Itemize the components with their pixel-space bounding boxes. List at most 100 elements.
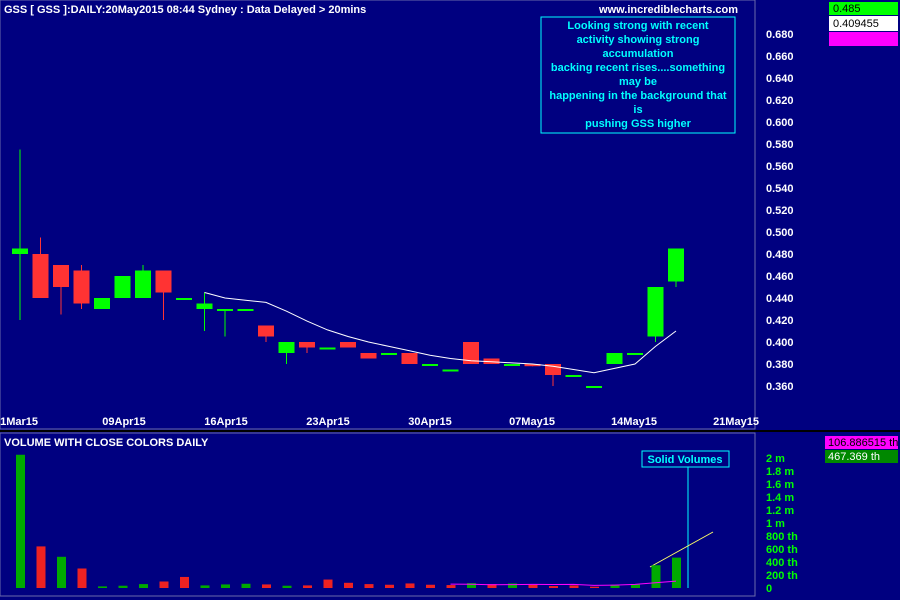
volume-moving-average-line <box>450 580 677 586</box>
price-tick-label: 0.560 <box>766 161 794 173</box>
price-tick-label: 0.380 <box>766 359 794 371</box>
candle <box>483 358 500 364</box>
volume-tick-label: 1.2 m <box>766 505 794 517</box>
price-ma-group <box>204 292 677 374</box>
candle-body <box>668 248 684 282</box>
price-tick-label: 0.400 <box>766 337 794 349</box>
last-price-tag-text: 0.485 <box>833 3 861 15</box>
volume-bar <box>569 585 579 588</box>
volume-bar <box>323 579 333 588</box>
note-line-1: Looking strong with recent <box>567 20 709 32</box>
candle-body <box>135 270 151 298</box>
volume-bar <box>139 584 148 588</box>
candle <box>278 342 295 364</box>
candle-body <box>32 254 49 298</box>
candle <box>94 298 110 309</box>
site-watermark: www.incrediblecharts.com <box>598 4 738 16</box>
volume-tick-label: 400 th <box>766 557 798 569</box>
volume-bar <box>77 568 87 588</box>
candle <box>319 347 336 350</box>
price-moving-average-line <box>204 292 677 374</box>
candle <box>53 265 69 315</box>
candle-body <box>647 287 664 337</box>
candle <box>381 353 397 355</box>
candle-body <box>258 325 274 337</box>
price-tick-label: 0.640 <box>766 73 794 85</box>
volume-bar <box>180 576 189 588</box>
volume-bar <box>364 584 374 588</box>
volume-bar <box>590 586 599 588</box>
volume-bar <box>508 583 517 588</box>
volume-bar <box>528 584 538 588</box>
volume-bar <box>385 584 394 588</box>
price-tick-label: 0.600 <box>766 117 794 129</box>
volume-tick-label: 2 m <box>766 453 785 465</box>
volume-bar <box>405 583 415 588</box>
candle-body <box>114 276 131 298</box>
volume-bar <box>672 557 681 588</box>
candle <box>12 149 28 320</box>
candle <box>114 276 131 298</box>
candle <box>668 248 684 287</box>
volume-trendline <box>649 531 714 568</box>
volume-bar <box>303 585 312 588</box>
volume-bar <box>221 584 230 588</box>
volume-bar <box>262 584 271 588</box>
candle <box>586 386 602 388</box>
candle <box>32 237 49 298</box>
candle <box>422 364 438 366</box>
candle-body <box>53 265 69 287</box>
volume-ma-group <box>450 580 677 586</box>
candle <box>196 292 213 331</box>
candle <box>176 298 192 300</box>
volume-bar <box>241 583 251 588</box>
price-tick-label: 0.480 <box>766 249 794 261</box>
note-line-6: happening in the background that <box>549 90 727 102</box>
candle-body <box>217 309 233 311</box>
volume-tick-label: 800 th <box>766 531 798 543</box>
volume-bar <box>631 584 640 588</box>
price-tick-label: 0.440 <box>766 293 794 305</box>
candle-body <box>401 353 418 364</box>
candle-body <box>442 369 459 372</box>
volume-tick-label: 1.6 m <box>766 479 794 491</box>
volume-bar <box>57 556 66 588</box>
volume-tick-label: 0 <box>766 583 772 595</box>
candle-body <box>565 375 582 377</box>
volume-panel-frame <box>0 432 756 597</box>
price-tick-label: 0.500 <box>766 227 794 239</box>
candle <box>299 342 315 353</box>
volume-bar <box>651 565 661 588</box>
candle-body <box>483 358 500 364</box>
last-price-tag <box>829 2 898 15</box>
volume-bar <box>16 454 25 588</box>
volume-bar <box>118 585 128 588</box>
note-line-8: pushing GSS higher <box>585 118 691 130</box>
candle-body <box>545 364 561 375</box>
volume-tick-label: 1.8 m <box>766 466 794 478</box>
volume-bar <box>159 581 169 588</box>
volume-bar <box>467 583 476 588</box>
candle <box>360 353 377 359</box>
candle <box>627 353 643 355</box>
volume-bar <box>282 585 292 588</box>
price-axis: 0.360 0.380 0.400 0.420 0.440 0.460 0.480 0.500… <box>766 29 794 393</box>
solid-volumes-box <box>641 450 730 468</box>
volume-tick-label: 200 th <box>766 570 798 582</box>
volume-ma-tag <box>825 436 898 449</box>
note-line-5: may be <box>619 76 657 88</box>
chart-title: GSS [ GSS ]:DAILY:20May2015 08:44 Sydney… <box>4 4 366 16</box>
volume-ma-tag-text: 106.886515 th <box>828 437 898 449</box>
solid-volumes-label: Solid Volumes <box>648 454 723 466</box>
candles <box>12 149 684 388</box>
candle-body <box>155 270 172 293</box>
date-tick-label: 21May15 <box>713 416 759 428</box>
date-tick-label: 16Apr15 <box>204 416 247 428</box>
candle-body <box>73 270 90 304</box>
candle <box>442 369 459 372</box>
volume-tick-label: 1.4 m <box>766 492 794 504</box>
volume-tick-label: 600 th <box>766 544 798 556</box>
candle-body <box>237 309 254 311</box>
volume-bar <box>446 585 456 588</box>
